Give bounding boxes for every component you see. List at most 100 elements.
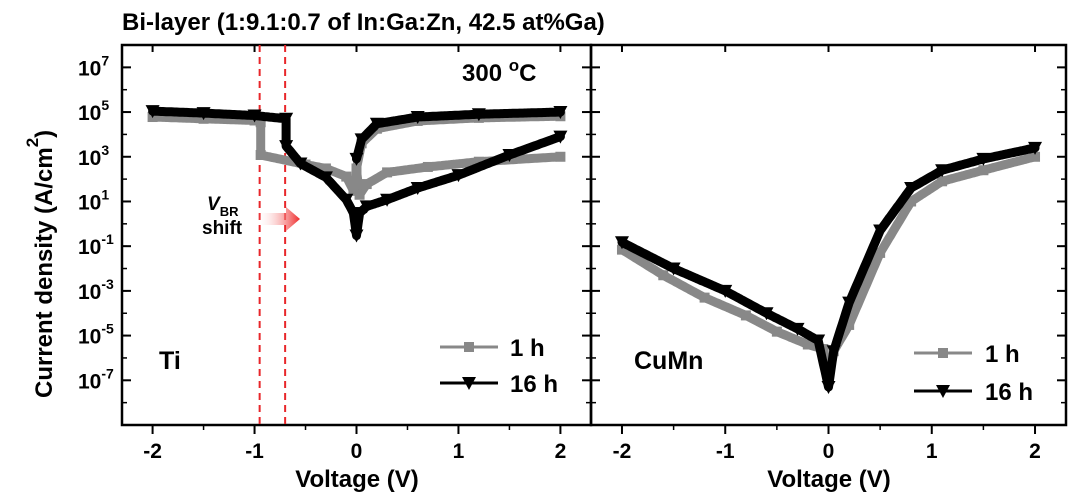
vbr-shift-arrow [256, 207, 300, 231]
data-point-1h [341, 171, 352, 182]
y-tick-label: 107 [78, 52, 109, 80]
data-point-16h [349, 229, 364, 243]
data-point-16h [976, 152, 991, 166]
series-16h-line [352, 107, 565, 164]
data-point-16h [873, 224, 888, 238]
panel-cumn [614, 141, 1043, 395]
vbr-label: VBR [207, 194, 239, 219]
data-point-16h [1028, 141, 1043, 155]
data-point-1h [658, 270, 669, 281]
panel-name-cumn: CuMn [634, 347, 703, 375]
temperature-label: 300 oC [462, 56, 536, 87]
y-axis-label: Current density (A/cm2) [23, 130, 58, 398]
temperature-value: 300 [462, 60, 509, 87]
legend-16h-label-r: 16 h [985, 379, 1033, 406]
data-point-16h [553, 106, 568, 120]
data-point-16h [614, 236, 629, 250]
legend-1h-marker-r [938, 348, 948, 358]
y-tick-label: 103 [78, 142, 109, 170]
chart-title: Bi-layer (1:9.1:0.7 of In:Ga:Zn, 42.5 at… [122, 9, 605, 36]
data-point-1h [802, 339, 813, 350]
y-axis-label-exp: 2 [23, 138, 42, 147]
data-point-1h [473, 156, 484, 167]
x-tick-label: 2 [1029, 440, 1041, 463]
legend-16h-marker-r [936, 385, 950, 398]
y-axis-label-close: ) [31, 130, 58, 138]
data-point-16h [759, 307, 774, 321]
data-point-16h [821, 381, 836, 395]
y-tick-label: 10-5 [78, 321, 114, 349]
data-point-16h [451, 169, 466, 183]
x-tick-label: 0 [351, 440, 363, 463]
data-point-1h [906, 196, 917, 207]
x-ticks: -2 -1 0 1 2 -2 -1 0 1 2 [143, 45, 1041, 463]
y-ticks: 107 105 103 101 10-1 10-3 10-5 10-7 [78, 44, 1066, 426]
x-tick-label: 0 [823, 440, 835, 463]
data-point-1h [616, 244, 627, 255]
data-point-1h [320, 163, 331, 174]
temperature-unit: C [519, 60, 536, 87]
data-point-16h [354, 133, 369, 147]
data-point-1h [740, 310, 751, 321]
data-point-16h [718, 284, 733, 298]
data-point-16h [410, 182, 425, 196]
data-point-16h [471, 108, 486, 122]
vbr-shift-text: shift [202, 218, 243, 239]
x-tick-label: 1 [453, 440, 465, 463]
data-point-16h [339, 193, 354, 207]
data-point-1h [255, 117, 266, 128]
data-point-1h [361, 179, 372, 190]
x-tick-label: -2 [143, 440, 162, 463]
data-point-1h [771, 326, 782, 337]
y-tick-label: 10-3 [78, 276, 114, 304]
data-point-1h [382, 167, 393, 178]
data-point-1h [422, 161, 433, 172]
data-point-1h [875, 247, 886, 258]
y-tick-label: 10-1 [78, 231, 114, 259]
data-point-16h [826, 345, 841, 359]
x-axis-label-left: Voltage (V) [295, 466, 419, 493]
y-tick-label: 101 [78, 186, 109, 214]
temperature-unit-sup: o [509, 56, 519, 75]
vbr-symbol: V [207, 194, 221, 215]
y-tick-label: 105 [78, 97, 109, 125]
data-point-16h [279, 112, 294, 126]
data-point-1h [555, 151, 566, 162]
data-point-1h [354, 189, 365, 200]
panel-name-ti: Ti [159, 347, 181, 375]
x-axis-label-right: Voltage (V) [767, 466, 891, 493]
legend-1h-label: 1 h [510, 335, 545, 362]
series-16h-line [148, 106, 565, 240]
data-point-1h [978, 165, 989, 176]
y-tick-label: 10-7 [78, 365, 114, 393]
data-point-16h [666, 262, 681, 276]
data-point-1h [844, 319, 855, 330]
legend-1h-label-r: 1 h [985, 341, 1020, 368]
data-point-16h [904, 182, 919, 196]
legend-16h-marker [462, 377, 476, 390]
x-tick-label: -1 [716, 440, 735, 463]
data-point-16h [842, 296, 857, 310]
data-point-16h [352, 207, 367, 221]
data-point-16h [935, 164, 950, 178]
y-axis-label-main: Current density (A/cm [31, 147, 58, 398]
legend-1h-marker [464, 342, 474, 352]
data-point-16h [293, 157, 308, 171]
data-point-16h [369, 117, 384, 131]
data-point-16h [145, 105, 160, 119]
data-point-16h [410, 111, 425, 125]
data-point-16h [349, 152, 364, 166]
data-point-1h [699, 292, 710, 303]
data-point-16h [502, 148, 517, 162]
legend-right: 1 h 16 h [914, 341, 1033, 406]
data-point-1h [937, 176, 948, 187]
data-point-16h [811, 334, 826, 348]
data-point-16h [790, 322, 805, 336]
data-point-1h [1030, 151, 1041, 162]
x-tick-label: -1 [245, 440, 264, 463]
data-point-1h [348, 185, 359, 196]
data-point-16h [553, 130, 568, 144]
vbr-subscript: BR [220, 204, 239, 219]
x-tick-label: 2 [555, 440, 567, 463]
